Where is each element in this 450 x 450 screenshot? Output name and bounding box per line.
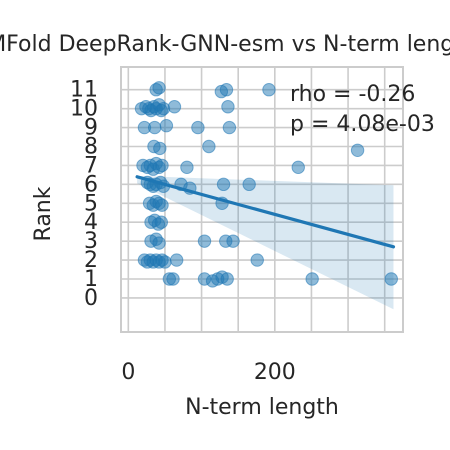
- data-point: [154, 215, 168, 229]
- data-point: [156, 101, 171, 116]
- data-point: [153, 141, 167, 156]
- y-tick-label: 4: [84, 210, 98, 235]
- x-tick-label: 200: [254, 360, 296, 385]
- y-axis-label: Rank: [31, 186, 56, 241]
- data-point: [155, 158, 169, 173]
- data-point: [147, 120, 162, 135]
- data-point: [262, 83, 276, 97]
- x-axis-label: N-term length: [185, 395, 339, 420]
- data-point: [166, 272, 180, 286]
- data-point: [350, 143, 365, 157]
- data-point: [226, 234, 240, 248]
- data-point: [202, 139, 216, 154]
- y-tick-label: 11: [70, 78, 98, 103]
- data-point: [220, 272, 234, 286]
- data-point: [216, 177, 231, 192]
- data-points: [134, 81, 398, 288]
- plot-frame: [120, 66, 404, 333]
- data-point: [167, 100, 182, 114]
- data-point: [250, 253, 264, 267]
- y-tick-label: 8: [84, 135, 98, 160]
- x-tick-label: 0: [121, 360, 135, 385]
- y-tick-label: 2: [84, 248, 98, 273]
- data-point: [242, 177, 256, 192]
- y-tick-label: 6: [84, 172, 98, 197]
- confidence-band: [137, 175, 394, 310]
- data-point: [191, 120, 205, 135]
- y-tick-label: 9: [84, 116, 98, 141]
- p-value-annotation: p = 4.08e-03: [290, 112, 435, 137]
- data-point: [159, 118, 174, 133]
- data-point: [152, 81, 166, 95]
- data-point: [152, 236, 166, 250]
- data-point: [219, 83, 234, 97]
- data-point: [169, 253, 184, 267]
- data-point: [180, 160, 194, 175]
- rho-annotation: rho = -0.26: [290, 82, 415, 107]
- data-point: [197, 234, 212, 248]
- regression-line: [135, 175, 396, 249]
- data-point: [155, 198, 169, 212]
- y-tick-label: 7: [84, 153, 98, 178]
- data-point: [222, 120, 237, 135]
- data-point: [158, 255, 172, 269]
- x-tick-labels: 0 200: [121, 360, 295, 385]
- y-tick-label: 10: [70, 97, 98, 122]
- data-point: [221, 100, 235, 114]
- y-tick-label: 3: [84, 229, 98, 254]
- data-point: [291, 160, 305, 175]
- data-point: [384, 272, 398, 286]
- y-tick-label: 1: [84, 267, 98, 292]
- data-point: [305, 272, 319, 286]
- y-tick-label: 5: [84, 191, 98, 216]
- y-tick-label: 0: [84, 286, 98, 311]
- chart-title: MFold DeepRank-GNN-esm vs N-term length: [0, 32, 450, 57]
